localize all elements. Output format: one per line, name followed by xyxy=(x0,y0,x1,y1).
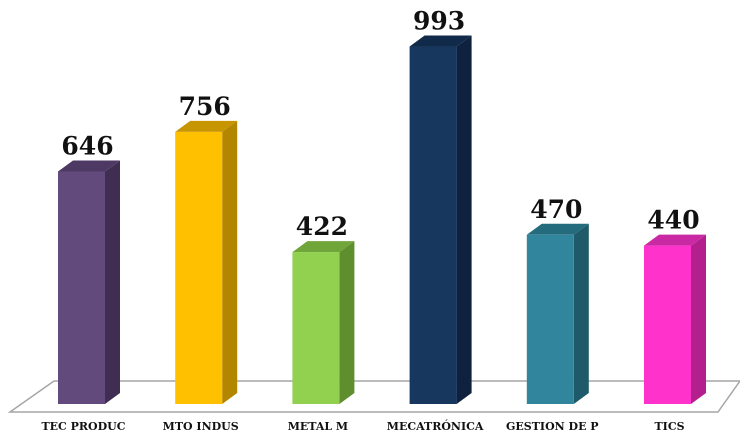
bar-side xyxy=(105,160,120,404)
category-label: METAL M xyxy=(288,420,348,433)
bar-front xyxy=(644,245,691,404)
bar xyxy=(58,160,120,404)
data-label: 646 xyxy=(61,131,113,160)
data-label: 470 xyxy=(530,195,582,224)
bar-front xyxy=(58,171,105,404)
data-label: 422 xyxy=(296,212,348,241)
bar-top xyxy=(58,160,120,172)
data-label: 993 xyxy=(413,7,465,36)
bar xyxy=(409,35,472,405)
floor-plane xyxy=(7,380,740,413)
bar xyxy=(292,241,355,404)
bar xyxy=(644,234,706,404)
bar-side xyxy=(691,234,706,404)
bar-top xyxy=(644,234,706,246)
bar-top xyxy=(409,35,472,47)
data-label: 440 xyxy=(647,206,699,235)
bar xyxy=(175,120,238,404)
bar-side xyxy=(573,223,589,404)
bar-side xyxy=(456,35,472,405)
bars-group xyxy=(58,35,706,405)
category-label: MTO INDUS xyxy=(163,420,239,433)
bar-front xyxy=(409,46,457,405)
category-labels-group: TEC PRODUC MTO INDUS METAL M MECATRÓNICA GES… xyxy=(41,419,684,433)
category-label: TICS xyxy=(654,420,684,433)
bar-side xyxy=(339,241,355,404)
data-label: 756 xyxy=(179,92,231,121)
category-label: MECATRÓNICA xyxy=(387,419,484,433)
bar-side xyxy=(222,120,238,404)
bar-front xyxy=(292,252,340,404)
chart-floor xyxy=(7,380,740,413)
bar-top xyxy=(292,241,355,253)
category-label: TEC PRODUC xyxy=(41,420,125,433)
bar xyxy=(526,223,589,404)
bar-top xyxy=(526,223,589,235)
category-label: GESTION DE P xyxy=(506,420,599,433)
bar-top xyxy=(175,120,238,132)
data-labels-group: 646 756 422 993 470 440 xyxy=(61,7,699,242)
bar-front xyxy=(175,131,223,404)
bar-front xyxy=(526,234,574,404)
